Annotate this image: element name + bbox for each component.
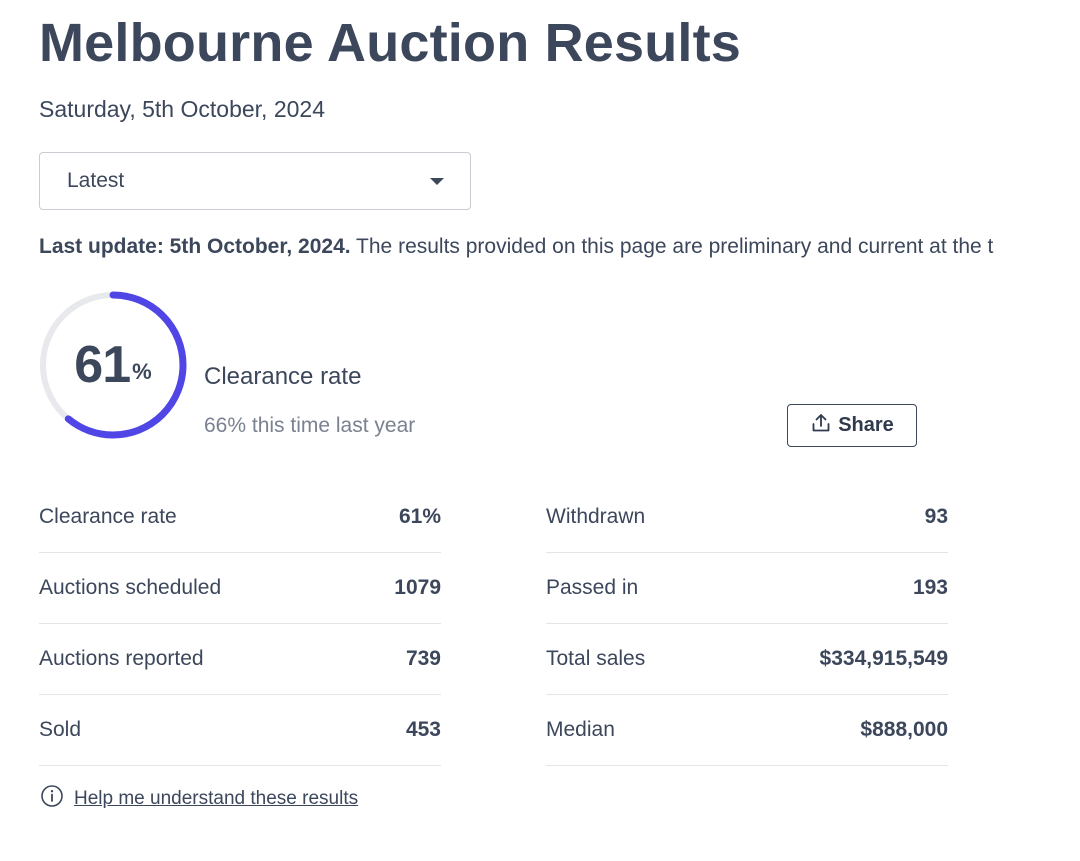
- stat-row-median: Median $888,000: [546, 695, 948, 766]
- stat-row-auctions-scheduled: Auctions scheduled 1079: [39, 553, 441, 624]
- share-button[interactable]: Share: [787, 404, 917, 447]
- period-select-value: Latest: [67, 169, 125, 192]
- stat-row-withdrawn: Withdrawn 93: [546, 482, 948, 553]
- update-notice-text: The results provided on this page are pr…: [350, 235, 994, 258]
- stat-value: 93: [924, 505, 948, 528]
- stat-label: Sold: [39, 718, 82, 741]
- stats-table-right: Withdrawn 93 Passed in 193 Total sales $…: [546, 482, 948, 766]
- stat-value: 61%: [398, 505, 441, 528]
- stat-label: Passed in: [546, 576, 639, 599]
- update-notice: Last update: 5th October, 2024. The resu…: [39, 235, 993, 259]
- stat-row-sold: Sold 453: [39, 695, 441, 766]
- stat-row-passed-in: Passed in 193: [546, 553, 948, 624]
- clearance-ring-arc: [39, 291, 187, 439]
- share-button-label: Share: [838, 414, 894, 436]
- stat-label: Median: [546, 718, 615, 741]
- stat-value: $888,000: [860, 718, 948, 741]
- stats-table-left: Clearance rate 61% Auctions scheduled 10…: [39, 482, 441, 766]
- clearance-rate-unit: %: [132, 359, 152, 384]
- page-title: Melbourne Auction Results: [39, 13, 742, 73]
- update-notice-date: Last update: 5th October, 2024.: [39, 235, 351, 258]
- stat-value: 739: [405, 647, 441, 670]
- stat-label: Withdrawn: [546, 505, 646, 528]
- stat-row-clearance-rate: Clearance rate 61%: [39, 482, 441, 553]
- stat-label: Auctions scheduled: [39, 576, 222, 599]
- help-link-label[interactable]: Help me understand these results: [74, 787, 359, 809]
- period-select[interactable]: Latest: [39, 152, 471, 210]
- stat-value: 1079: [394, 576, 441, 599]
- stat-label: Auctions reported: [39, 647, 204, 670]
- clearance-rate-value: 61: [74, 336, 131, 394]
- stat-value: $334,915,549: [819, 647, 948, 670]
- clearance-ring: [39, 291, 187, 439]
- stat-label: Total sales: [546, 647, 646, 670]
- clearance-rate-label: Clearance rate: [204, 363, 362, 390]
- help-link[interactable]: Help me understand these results: [40, 784, 358, 813]
- results-date: Saturday, 5th October, 2024: [39, 96, 325, 122]
- chevron-down-icon: [430, 177, 444, 185]
- stat-label: Clearance rate: [39, 505, 177, 528]
- clearance-rate-gauge: 61%: [38, 290, 188, 440]
- clearance-last-year: 66% this time last year: [204, 414, 416, 437]
- share-upload-icon: [810, 412, 832, 439]
- stat-row-auctions-reported: Auctions reported 739: [39, 624, 441, 695]
- stat-value: 193: [912, 576, 948, 599]
- stat-row-total-sales: Total sales $334,915,549: [546, 624, 948, 695]
- info-circle-icon: [40, 784, 64, 813]
- stat-value: 453: [405, 718, 441, 741]
